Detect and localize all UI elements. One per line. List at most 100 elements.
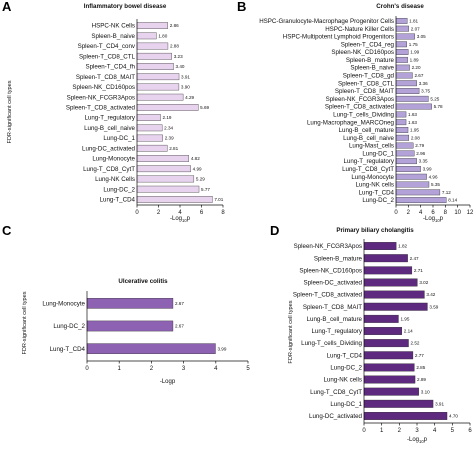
bar <box>363 266 413 275</box>
x-tick-label: 2 <box>150 366 154 372</box>
category-label: Spleen-NK_CD160pos <box>331 49 394 56</box>
data-label: 2.89 <box>417 377 426 382</box>
bar <box>136 124 163 132</box>
category-label: Spleen-NK_FCGR3Apos <box>294 243 362 250</box>
bar <box>363 302 428 311</box>
data-label: 2.88 <box>170 44 179 49</box>
bar <box>395 158 417 165</box>
category-label: Lung-DC_activated <box>82 145 136 152</box>
category-label: Lung-T_regulatory <box>311 328 362 335</box>
data-label: 1.81 <box>409 18 418 23</box>
bar <box>136 73 180 81</box>
bar <box>395 181 430 188</box>
category-label: Lung-NK Cells <box>95 176 135 183</box>
category-label: Spleen-T_CD8_CTL <box>79 53 136 60</box>
y-axis-label: FDR-significant cell types <box>288 300 294 363</box>
category-label: Lung-T_CD8_CytT <box>310 389 362 396</box>
bar <box>136 144 168 152</box>
category-label: Spleen-B_mature <box>314 255 363 262</box>
category-label: Lung-T_regulatory <box>343 158 394 165</box>
bar <box>363 411 448 420</box>
bar <box>136 63 174 70</box>
data-label: 2.77 <box>415 353 424 358</box>
data-label: 4.99 <box>193 166 202 171</box>
data-label: 5.78 <box>434 104 443 109</box>
bar <box>136 185 200 193</box>
bar <box>363 363 415 372</box>
data-label: 2.67 <box>175 301 184 306</box>
chart-panel-a: Inflammatory bowel disease HSPC-NK Cells 2… <box>7 3 225 223</box>
x-tick-label: 6 <box>468 428 472 434</box>
data-label: 3.42 <box>426 292 435 297</box>
data-label: 5.25 <box>430 96 439 101</box>
data-label: 4.29 <box>185 95 194 100</box>
data-label: 4.96 <box>429 174 438 179</box>
bar <box>136 83 180 91</box>
category-label: Lung-DC_2 <box>362 197 394 204</box>
category-label: Lung-DC_2 <box>103 186 135 193</box>
bar <box>395 56 408 63</box>
bar <box>395 166 421 172</box>
category-label: Lung-DC_2 <box>53 323 85 330</box>
bar <box>136 165 191 173</box>
x-axis-label-subscript: 10 <box>182 218 187 223</box>
x-tick-label: 4 <box>214 366 218 372</box>
category-label: Spleen-DC_activated <box>304 280 363 287</box>
data-label: 2.20 <box>412 65 421 70</box>
category-label: Spleen-T_CD4_conv <box>78 43 136 50</box>
data-label: 1.80 <box>158 33 167 38</box>
data-label: 3.99 <box>423 167 432 172</box>
x-axis-label: -Log10p <box>423 216 444 223</box>
panel-letter-a: A <box>2 0 12 14</box>
category-label: Lung-Monocyte <box>42 300 85 307</box>
bar <box>363 339 409 348</box>
x-tick-label: 10 <box>454 210 461 216</box>
bar <box>395 33 415 40</box>
category-label: Lung-T_CD8_CytT <box>342 166 394 173</box>
category-label: Lung-Monocyte <box>92 156 135 163</box>
category-label: Spleen-T_CD8_activated <box>293 292 363 299</box>
data-label: 1.82 <box>398 244 407 249</box>
data-label: 2.85 <box>416 365 425 370</box>
data-label: 3.90 <box>181 85 190 90</box>
bar <box>136 196 213 203</box>
bar <box>363 290 425 299</box>
bar <box>136 32 157 40</box>
data-label: 1.63 <box>408 112 417 117</box>
category-label: Lung-T_CD4 <box>100 196 136 203</box>
bar <box>395 127 409 133</box>
data-label: 2.08 <box>411 135 420 140</box>
data-label: 3.40 <box>176 64 185 69</box>
x-tick-label: 0 <box>362 428 366 434</box>
x-axis-label-part: -Log <box>170 216 182 222</box>
x-tick-label: 12 <box>467 210 474 216</box>
category-label: Lung-T_CD4 <box>50 346 86 353</box>
x-axis-label-subscript: 10 <box>435 218 440 223</box>
bar <box>86 298 174 309</box>
data-label: 2.39 <box>165 136 174 141</box>
category-label: Lung-T_regulatory <box>84 115 135 122</box>
x-tick-label: 0 <box>85 366 89 372</box>
data-label: 2.81 <box>169 146 178 151</box>
data-label: 2.07 <box>411 26 420 31</box>
bar <box>395 119 407 126</box>
x-axis-label-part: p <box>440 216 444 222</box>
data-label: 2.67 <box>414 73 423 78</box>
bar <box>395 88 420 94</box>
data-label: 7.12 <box>442 190 451 195</box>
chart-panel-d: Primary biliary cholangitis Spleen-NK_FCG… <box>288 227 472 444</box>
bar <box>136 93 184 101</box>
x-axis-label-part: -Log <box>423 216 435 222</box>
x-axis-label-subscript: 10 <box>419 439 424 444</box>
x-tick-label: 1 <box>118 366 122 372</box>
data-label: 4.70 <box>449 414 458 419</box>
category-label: Spleen-B_naive <box>350 65 394 72</box>
category-label: Spleen-B_naive <box>91 33 135 40</box>
x-tick-label: 8 <box>221 210 225 216</box>
category-label: Spleen-T_CD4_reg <box>341 41 395 48</box>
category-label: Lung-B_cell_naive <box>343 135 394 142</box>
category-label: Lung-T_CD4 <box>359 189 395 196</box>
data-label: 3.99 <box>217 346 226 351</box>
bar <box>363 387 419 396</box>
